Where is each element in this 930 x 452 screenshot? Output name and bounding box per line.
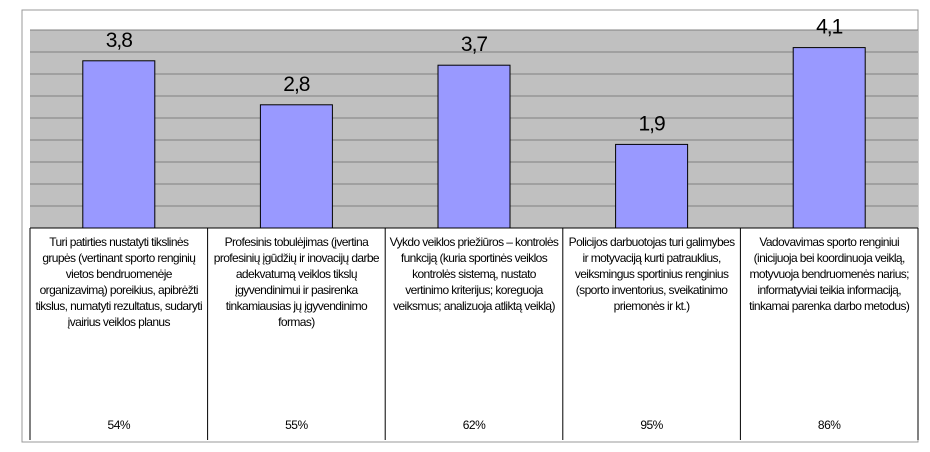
value-label: 3,8	[106, 29, 133, 52]
percentage: 95%	[640, 418, 663, 432]
percentage: 86%	[817, 418, 841, 432]
percentage: 62%	[462, 418, 486, 432]
value-label: 1,9	[638, 112, 665, 135]
category-label: Profesinis tobulėjimas (įvertina profesi…	[213, 235, 380, 329]
value-label: 2,8	[283, 73, 310, 96]
bar	[792, 47, 866, 229]
bar	[259, 104, 333, 229]
bar	[82, 60, 156, 229]
value-label: 3,7	[461, 33, 488, 56]
category-label: Policijos darbuotojas turi galimybes ir …	[568, 235, 735, 313]
bar	[437, 64, 511, 229]
bar	[615, 143, 689, 229]
category-label: Vykdo veiklos priežiūros – kontrolės fun…	[389, 235, 559, 313]
value-label: 4,1	[816, 16, 843, 39]
category-label: Vadovavimas sporto renginiui (inicijuoja…	[749, 235, 910, 313]
percentage: 55%	[285, 418, 308, 432]
category-label: Turi patirties nustatyti tikslinės grupė…	[35, 235, 203, 329]
percentage: 54%	[107, 418, 131, 432]
